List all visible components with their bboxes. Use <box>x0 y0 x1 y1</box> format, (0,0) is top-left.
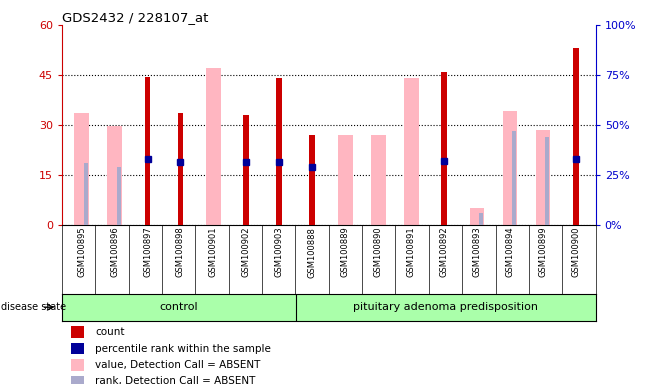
Bar <box>441 71 447 225</box>
Bar <box>117 167 121 225</box>
Bar <box>107 126 122 225</box>
Text: count: count <box>95 327 125 337</box>
Text: GDS2432 / 228107_at: GDS2432 / 228107_at <box>62 11 208 24</box>
Bar <box>243 115 249 225</box>
Bar <box>145 76 150 225</box>
Bar <box>71 376 85 384</box>
Text: GSM100891: GSM100891 <box>407 227 415 277</box>
Text: GSM100899: GSM100899 <box>538 227 547 277</box>
Text: pituitary adenoma predisposition: pituitary adenoma predisposition <box>353 302 538 312</box>
Text: GSM100900: GSM100900 <box>572 227 581 277</box>
Text: GSM100903: GSM100903 <box>275 227 284 277</box>
Bar <box>371 135 385 225</box>
Bar <box>573 48 579 225</box>
Text: GSM100896: GSM100896 <box>110 227 119 278</box>
Bar <box>512 131 516 225</box>
Text: disease state: disease state <box>1 302 66 312</box>
Bar <box>71 343 85 354</box>
Text: GSM100890: GSM100890 <box>374 227 383 277</box>
Bar <box>469 208 484 225</box>
Bar <box>503 111 518 225</box>
Bar <box>71 326 85 338</box>
Bar <box>309 135 315 225</box>
Text: control: control <box>159 302 198 312</box>
Bar <box>545 137 549 225</box>
Text: GSM100888: GSM100888 <box>308 227 317 278</box>
Text: GSM100897: GSM100897 <box>143 227 152 278</box>
Text: GSM100895: GSM100895 <box>77 227 86 277</box>
Bar <box>84 163 88 225</box>
Text: GSM100901: GSM100901 <box>209 227 218 277</box>
Text: value, Detection Call = ABSENT: value, Detection Call = ABSENT <box>95 360 260 370</box>
Text: GSM100902: GSM100902 <box>242 227 251 277</box>
Bar <box>74 113 89 225</box>
Text: GSM100889: GSM100889 <box>340 227 350 278</box>
Text: GSM100892: GSM100892 <box>439 227 449 277</box>
Bar <box>71 359 85 371</box>
Bar <box>178 113 184 225</box>
Bar <box>536 130 550 225</box>
Text: GSM100894: GSM100894 <box>505 227 514 277</box>
Bar <box>206 68 221 225</box>
Text: rank, Detection Call = ABSENT: rank, Detection Call = ABSENT <box>95 376 256 384</box>
Bar <box>277 78 283 225</box>
Text: percentile rank within the sample: percentile rank within the sample <box>95 344 271 354</box>
Bar <box>404 78 419 225</box>
Bar <box>479 213 484 225</box>
Text: GSM100898: GSM100898 <box>176 227 185 278</box>
Bar <box>338 135 353 225</box>
Text: GSM100893: GSM100893 <box>473 227 482 278</box>
